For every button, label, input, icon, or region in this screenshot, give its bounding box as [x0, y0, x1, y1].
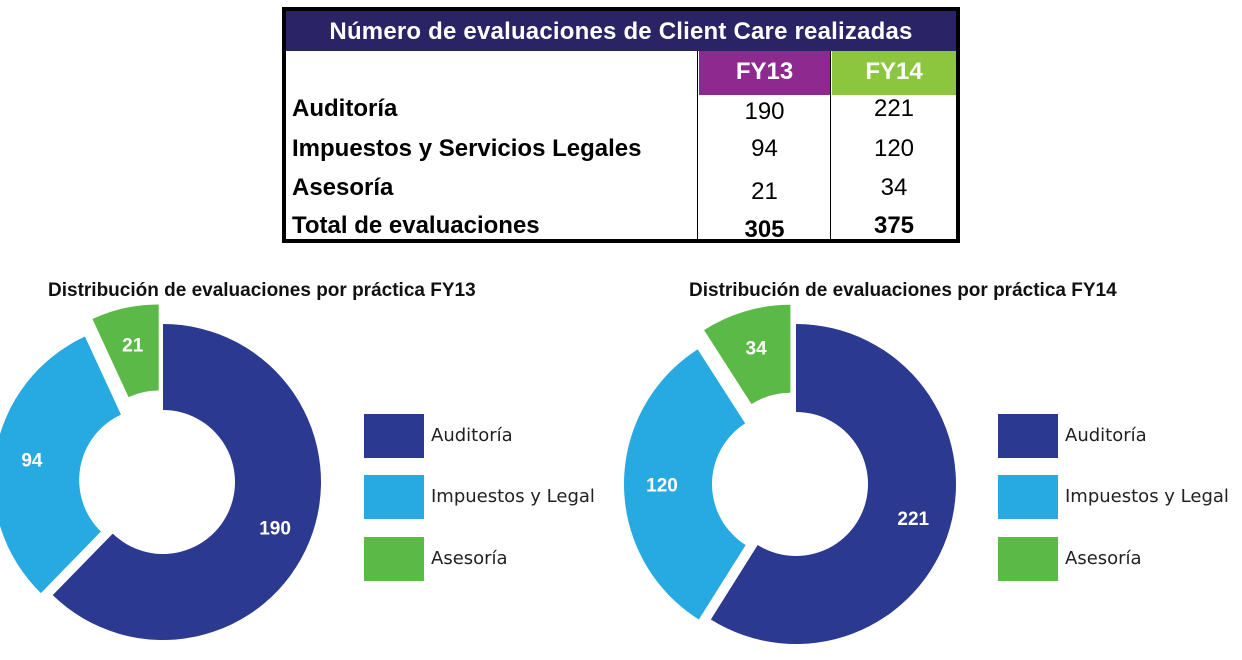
cell-asesoria-fy13: 21	[751, 178, 778, 205]
row-label-impuestos: Impuestos y Servicios Legales	[292, 135, 642, 162]
donut-slice-auditoria	[52, 324, 321, 640]
legend-label-impuestos: Impuestos y Legal	[431, 486, 595, 507]
legend-label-auditoria: Auditoría	[431, 425, 513, 446]
legend-label-asesoria: Asesoría	[431, 548, 508, 569]
legend-item-auditoria: Auditoría	[364, 414, 664, 458]
legend-swatch-asesoria	[364, 537, 424, 581]
column-divider	[697, 51, 698, 239]
slice-value-label-impuestos: 94	[21, 451, 43, 472]
legend-label-impuestos: Impuestos y Legal	[1065, 486, 1229, 507]
legend-swatch-auditoria	[364, 414, 424, 458]
slice-value-label-auditoria: 190	[259, 519, 291, 540]
slice-value-label-asesoria: 21	[122, 335, 144, 356]
slice-value-label-auditoria: 221	[897, 509, 929, 530]
legend-swatch-auditoria	[998, 414, 1058, 458]
legend-item-asesoria: Asesoría	[998, 537, 1242, 581]
legend-item-asesoria: Asesoría	[364, 537, 664, 581]
column-header-fy14: FY14	[832, 51, 956, 95]
table-title: Número de evaluaciones de Client Care re…	[286, 11, 956, 51]
row-label-asesoria: Asesoría	[292, 174, 394, 201]
donut-slice-impuestos	[0, 336, 121, 594]
row-label-total: Total de evaluaciones	[292, 212, 540, 239]
legend-label-auditoria: Auditoría	[1065, 425, 1147, 446]
cell-auditoria-fy14: 221	[873, 95, 915, 122]
chart-title-fy13: Distribución de evaluaciones por práctic…	[48, 280, 476, 301]
donut-chart-fy14: 221 120 34	[624, 304, 956, 644]
donut-slice-impuestos	[624, 349, 746, 620]
donut-slice-asesoria	[704, 304, 791, 405]
donut-slice-auditoria	[710, 324, 956, 644]
cell-total-fy14: 375	[873, 212, 915, 239]
evaluations-table: Número de evaluaciones de Client Care re…	[282, 7, 960, 243]
slice-value-label-impuestos: 120	[646, 476, 678, 497]
row-label-auditoria: Auditoría	[292, 95, 398, 122]
legend-item-auditoria: Auditoría	[998, 414, 1242, 458]
legend-swatch-asesoria	[998, 537, 1058, 581]
cell-auditoria-fy13: 190	[744, 98, 785, 125]
cell-total-fy13: 305	[744, 216, 785, 243]
legend-swatch-impuestos	[364, 475, 424, 519]
chart-title-fy14: Distribución de evaluaciones por práctic…	[689, 280, 1117, 301]
legend-item-impuestos: Impuestos y Legal	[998, 475, 1242, 519]
cell-asesoria-fy14: 34	[880, 174, 908, 201]
donut-chart-fy13: 190 94 21	[0, 304, 321, 640]
column-divider	[830, 51, 831, 239]
cell-impuestos-fy13: 94	[751, 135, 778, 162]
slice-value-label-asesoria: 34	[746, 339, 768, 360]
column-header-fy13: FY13	[699, 51, 830, 95]
legend-label-asesoria: Asesoría	[1065, 548, 1142, 569]
cell-impuestos-fy14: 120	[873, 135, 915, 162]
donut-slice-asesoria	[92, 304, 159, 398]
legend-swatch-impuestos	[998, 475, 1058, 519]
legend-item-impuestos: Impuestos y Legal	[364, 475, 664, 519]
